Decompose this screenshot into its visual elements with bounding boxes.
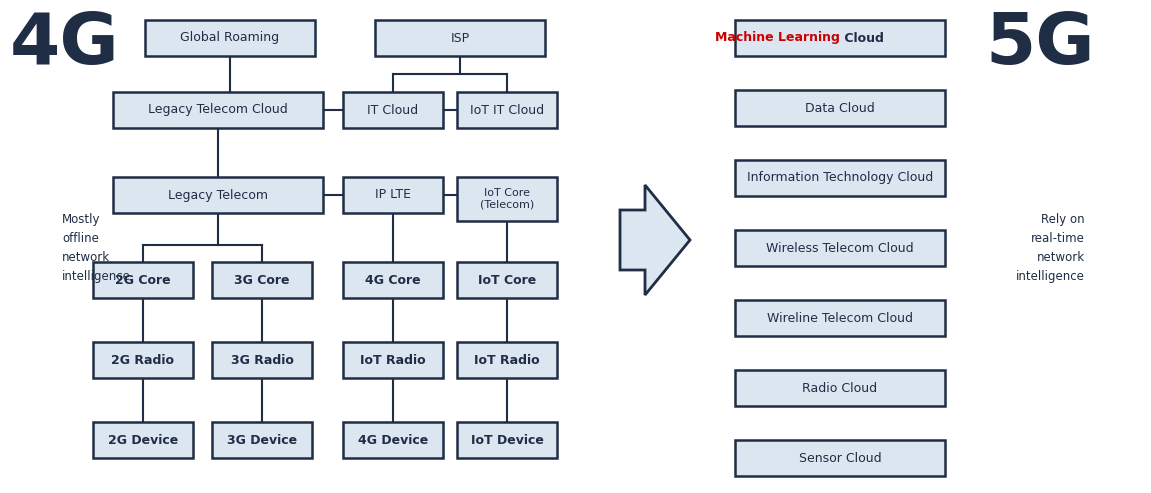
FancyBboxPatch shape: [735, 160, 945, 196]
FancyBboxPatch shape: [212, 342, 312, 378]
Text: ISP: ISP: [450, 32, 470, 44]
Text: Wireless Telecom Cloud: Wireless Telecom Cloud: [767, 242, 914, 254]
FancyBboxPatch shape: [145, 20, 315, 56]
Text: Wireline Telecom Cloud: Wireline Telecom Cloud: [767, 312, 913, 324]
Text: IoT Core: IoT Core: [478, 274, 536, 286]
FancyBboxPatch shape: [735, 230, 945, 266]
Text: Information Technology Cloud: Information Technology Cloud: [747, 172, 933, 184]
FancyBboxPatch shape: [113, 177, 323, 213]
Text: Legacy Telecom Cloud: Legacy Telecom Cloud: [148, 104, 288, 116]
FancyBboxPatch shape: [457, 92, 557, 128]
Text: Radio Cloud: Radio Cloud: [802, 382, 877, 394]
Text: 3G Core: 3G Core: [235, 274, 290, 286]
Text: IT Cloud: IT Cloud: [367, 104, 419, 116]
Text: IoT Radio: IoT Radio: [360, 353, 426, 366]
FancyBboxPatch shape: [93, 422, 193, 458]
FancyBboxPatch shape: [343, 262, 443, 298]
Text: Machine Learning: Machine Learning: [715, 32, 840, 44]
FancyBboxPatch shape: [212, 422, 312, 458]
Text: 2G Core: 2G Core: [115, 274, 170, 286]
Text: 4G Core: 4G Core: [365, 274, 421, 286]
Text: Legacy Telecom: Legacy Telecom: [168, 188, 268, 202]
FancyBboxPatch shape: [343, 92, 443, 128]
FancyBboxPatch shape: [93, 262, 193, 298]
Text: IoT Device: IoT Device: [471, 433, 543, 447]
Text: Global Roaming: Global Roaming: [181, 32, 280, 44]
Text: IoT Core
(Telecom): IoT Core (Telecom): [480, 188, 534, 210]
Text: Cloud: Cloud: [840, 32, 884, 44]
Text: 2G Radio: 2G Radio: [112, 353, 175, 366]
FancyBboxPatch shape: [735, 440, 945, 476]
Text: IoT IT Cloud: IoT IT Cloud: [470, 104, 544, 116]
FancyBboxPatch shape: [93, 342, 193, 378]
FancyBboxPatch shape: [343, 342, 443, 378]
FancyBboxPatch shape: [343, 177, 443, 213]
Polygon shape: [620, 185, 689, 295]
FancyBboxPatch shape: [735, 300, 945, 336]
Text: Rely on
real-time
network
intelligence: Rely on real-time network intelligence: [1016, 213, 1085, 283]
FancyBboxPatch shape: [735, 90, 945, 126]
Text: 4G: 4G: [10, 10, 120, 79]
FancyBboxPatch shape: [735, 370, 945, 406]
Text: Sensor Cloud: Sensor Cloud: [799, 452, 882, 464]
Text: 3G Radio: 3G Radio: [230, 353, 294, 366]
Text: Mostly
offline
network
intelligence: Mostly offline network intelligence: [62, 213, 131, 283]
Text: Data Cloud: Data Cloud: [806, 102, 875, 114]
FancyBboxPatch shape: [343, 422, 443, 458]
FancyBboxPatch shape: [457, 262, 557, 298]
Text: IP LTE: IP LTE: [375, 188, 411, 202]
FancyBboxPatch shape: [212, 262, 312, 298]
Text: 2G Device: 2G Device: [108, 433, 178, 447]
FancyBboxPatch shape: [375, 20, 546, 56]
FancyBboxPatch shape: [457, 342, 557, 378]
Text: IoT Radio: IoT Radio: [474, 353, 540, 366]
Text: 5G: 5G: [985, 10, 1095, 79]
FancyBboxPatch shape: [735, 20, 945, 56]
Text: 4G Device: 4G Device: [358, 433, 428, 447]
Text: 3G Device: 3G Device: [227, 433, 297, 447]
FancyBboxPatch shape: [457, 177, 557, 221]
FancyBboxPatch shape: [457, 422, 557, 458]
FancyBboxPatch shape: [113, 92, 323, 128]
